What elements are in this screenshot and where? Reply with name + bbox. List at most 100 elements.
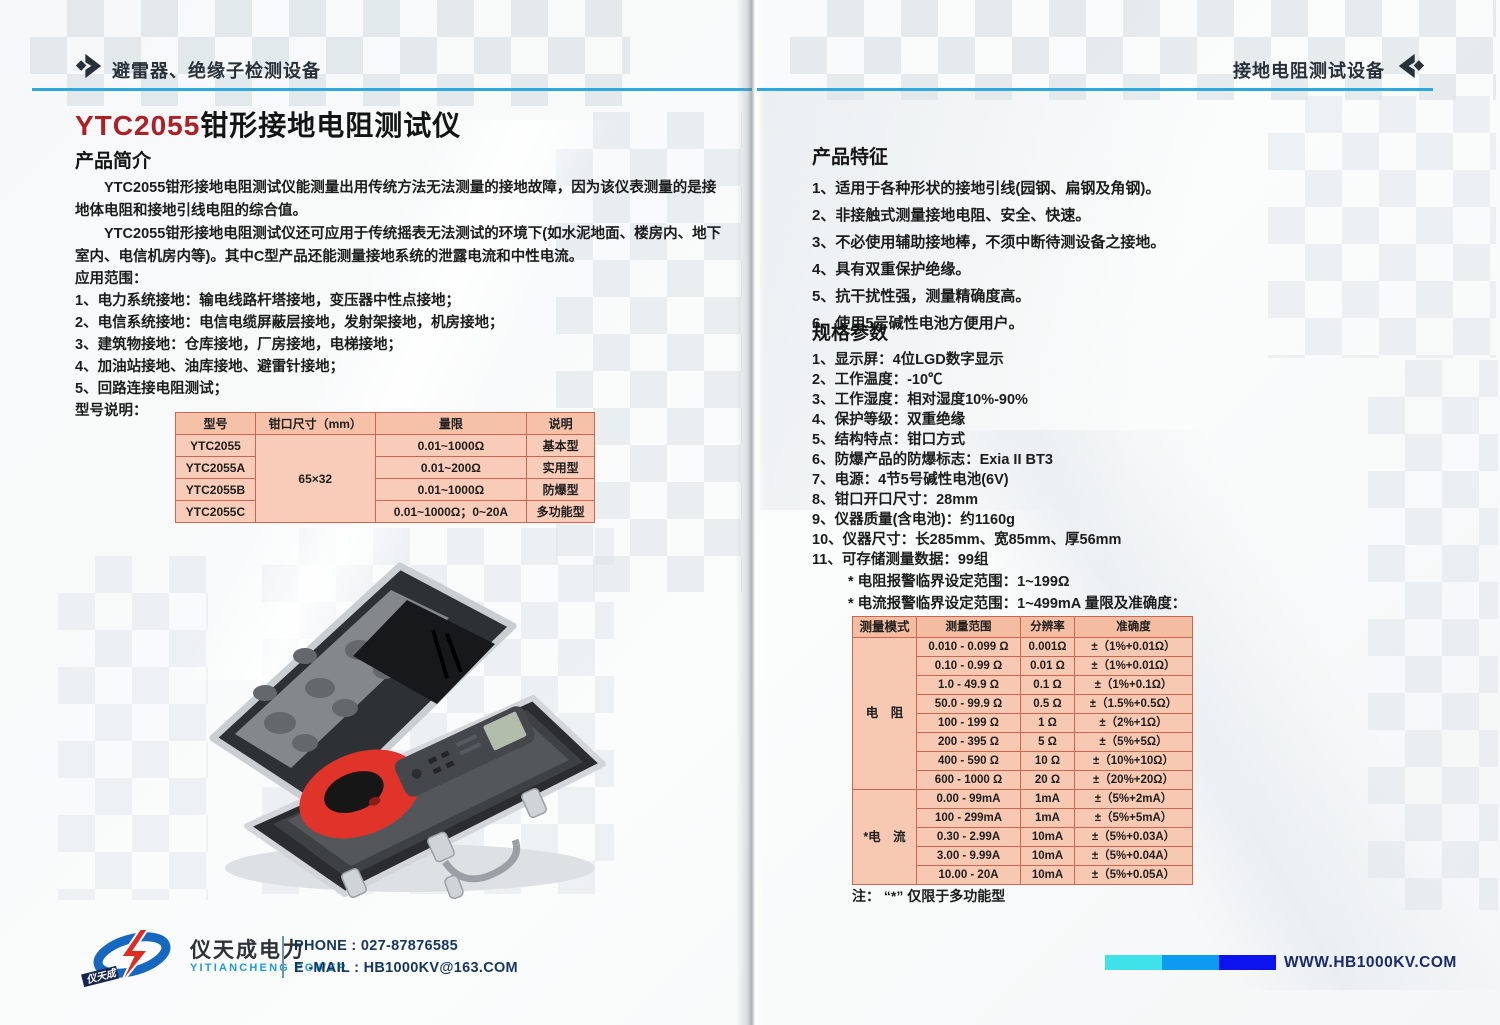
table-note: 注： “*” 仅限于多功能型 xyxy=(852,888,1006,904)
page-title: YTC2055钳形接地电阻测试仪 xyxy=(75,104,461,144)
cell-acc: ±（10%+10Ω） xyxy=(1074,751,1193,771)
cell-acc: ±（5%+5mA） xyxy=(1074,808,1193,828)
table-header-row: 测量模式 测量范围 分辨率 准确度 xyxy=(852,616,1193,638)
specs-list: 1、显示屏：4位LGD数字显示 2、工作温度：-10℃ 3、工作湿度：相对湿度1… xyxy=(812,350,1452,570)
mode-current: *电 流 xyxy=(852,789,917,885)
cell-acc: ±（1%+0.1Ω） xyxy=(1074,675,1193,695)
cell-res: 1mA xyxy=(1020,808,1075,828)
cell-range: 200 - 395 Ω xyxy=(916,732,1021,752)
scope-item: 4、加油站接地、油库接地、避雷针接地； xyxy=(75,359,345,375)
color-bar-cyan xyxy=(1105,955,1162,970)
spec-item: 7、电源：4节5号碱性电池(6V) xyxy=(812,472,1009,488)
cell-acc: ±（5%+2mA） xyxy=(1074,789,1193,809)
cell-range: 0.10 - 0.99 Ω xyxy=(916,656,1021,676)
cell-acc: ±（1.5%+0.5Ω） xyxy=(1074,694,1193,714)
cell-model: YTC2055C xyxy=(175,500,256,523)
table-row: 电 阻 0.010 - 0.099 Ω 0.001Ω ±（1%+0.01Ω） xyxy=(852,637,1193,790)
scope-item: 3、建筑物接地：仓库接地，厂房接地，电梯接地； xyxy=(75,337,403,353)
spec-item: 11、可存储测量数据：99组 xyxy=(812,552,989,568)
spec-item: 6、防爆产品的防爆标志：Exia II BT3 xyxy=(812,452,1053,468)
table-row: *电 流 0.00 - 99mA 1mA ±（5%+2mA） xyxy=(852,789,1193,885)
table-row: YTC2055A 0.01~200Ω 实用型 xyxy=(175,456,595,479)
cell-res: 0.1 Ω xyxy=(1020,675,1075,695)
spec-item: 8、钳口开口尺寸：28mm xyxy=(812,492,978,508)
col-header: 钳口尺寸（mm） xyxy=(254,412,376,435)
cell-note: 实用型 xyxy=(526,456,595,479)
spec-item: 2、工作温度：-10℃ xyxy=(812,372,943,388)
table-row: 50.0 - 99.9 Ω 0.5 Ω ±（1.5%+0.5Ω） xyxy=(853,694,1193,714)
col-header: 分辨率 xyxy=(1020,616,1075,638)
cell-res: 10mA xyxy=(1020,846,1075,866)
color-bar-blue xyxy=(1219,955,1276,970)
table-header-row: 型号 钳口尺寸（mm） 量限 说明 xyxy=(175,412,595,435)
color-bar-azure xyxy=(1162,955,1219,970)
table-row: YTC2055C 0.01~1000Ω；0~20A 多功能型 xyxy=(175,500,595,523)
table-row: YTC2055B 0.01~1000Ω 防爆型 xyxy=(175,478,595,501)
col-header: 测量范围 xyxy=(916,616,1021,638)
cell-acc: ±（5%+0.04A） xyxy=(1074,846,1193,866)
cell-range: 0.01~1000Ω xyxy=(374,434,528,457)
feature-item: 6、使用5号碱性电池方便用户。 xyxy=(812,315,1024,332)
mode-resistance: 电 阻 xyxy=(852,637,917,790)
checker-pattern xyxy=(58,556,208,900)
col-header: 准确度 xyxy=(1074,616,1193,638)
cell-note: 防爆型 xyxy=(526,478,595,501)
website-url: WWW.HB1000KV.COM xyxy=(1284,954,1457,971)
specs-heading: 规格参数 xyxy=(812,323,889,344)
cell-res: 10mA xyxy=(1020,865,1075,885)
cell-range: 600 - 1000 Ω xyxy=(916,770,1021,790)
table-row: 0.10 - 0.99 Ω 0.01 Ω ±（1%+0.01Ω） xyxy=(853,656,1193,676)
model-heading: 型号说明： xyxy=(75,403,148,419)
cell-acc: ±（1%+0.01Ω） xyxy=(1074,637,1193,657)
intro-paragraph: YTC2055钳形接地电阻测试仪能测量出用传统方法无法测量的接地故障，因为该仪表… xyxy=(75,180,717,219)
model-table: 型号 钳口尺寸（mm） 量限 说明 YTC2055 65×32 0.01~100… xyxy=(175,412,595,523)
cell-range: 0.01~1000Ω；0~20A xyxy=(374,500,528,523)
cell-acc: ±（1%+0.01Ω） xyxy=(1074,656,1193,676)
intro-paragraphs: YTC2055钳形接地电阻测试仪能测量出用传统方法无法测量的接地故障，因为该仪表… xyxy=(75,177,725,269)
cell-range: 50.0 - 99.9 Ω xyxy=(916,694,1021,714)
features-list: 1、适用于各种形状的接地引线(园钢、扁钢及角钢)。 2、非接触式测量接地电阻、安… xyxy=(812,175,1452,337)
cell-model: YTC2055A xyxy=(175,456,256,479)
right-section-label: 接地电阻测试设备 xyxy=(1233,61,1385,81)
cell-res: 5 Ω xyxy=(1020,732,1075,752)
scope-item: 5、回路连接电阻测试； xyxy=(75,381,229,397)
col-header: 测量模式 xyxy=(852,616,917,638)
cell-res: 0.001Ω xyxy=(1020,637,1075,657)
cell-acc: ±（5%+0.03A） xyxy=(1074,827,1193,847)
cell-res: 10 Ω xyxy=(1020,751,1075,771)
table-row: 600 - 1000 Ω 20 Ω ±（20%+20Ω） xyxy=(853,770,1193,790)
feature-item: 5、抗干扰性强，测量精确度高。 xyxy=(812,288,1031,305)
feature-item: 4、具有双重保护绝缘。 xyxy=(812,261,971,278)
intro-heading: 产品简介 xyxy=(75,151,152,172)
cell-range: 1.0 - 49.9 Ω xyxy=(916,675,1021,695)
feature-item: 3、不必使用辅助接地棒，不须中断待测设备之接地。 xyxy=(812,234,1166,251)
company-name-en: YITIANCHENG POWER xyxy=(190,962,348,974)
cell-acc: ±（2%+1Ω） xyxy=(1074,713,1193,733)
spec-item: 10、仪器尺寸：长285mm、宽85mm、厚56mm xyxy=(812,532,1122,548)
cell-range: 100 - 199 Ω xyxy=(916,713,1021,733)
cell-note: 多功能型 xyxy=(526,500,595,523)
spec-item: 9、仪器质量(含电池)：约1160g xyxy=(812,512,1016,528)
spec-item: 4、保护等级：双重绝缘 xyxy=(812,412,966,428)
cell-range: 10.00 - 20A xyxy=(916,865,1021,885)
header-rule-left xyxy=(32,88,752,91)
cell-range: 0.30 - 2.99A xyxy=(916,827,1021,847)
cell-res: 0.5 Ω xyxy=(1020,694,1075,714)
scope-item: 2、电信系统接地：电信电缆屏蔽层接地，发射架接地，机房接地； xyxy=(75,315,504,331)
cell-res: 1mA xyxy=(1020,789,1075,809)
cell-model: YTC2055B xyxy=(175,478,256,501)
title-model: YTC2055 xyxy=(75,110,201,141)
feature-item: 2、非接触式测量接地电阻、安全、快速。 xyxy=(812,207,1091,224)
cell-range: 100 - 299mA xyxy=(916,808,1021,828)
company-name-cn: 仪天成电力 xyxy=(190,939,305,962)
application-scope: 应用范围： 1、电力系统接地：输电线路杆塔接地，变压器中性点接地； 2、电信系统… xyxy=(75,268,735,422)
back-arrows-icon xyxy=(1396,52,1425,80)
scope-item: 1、电力系统接地：输电线路杆塔接地，变压器中性点接地； xyxy=(75,293,461,309)
cell-range: 0.00 - 99mA xyxy=(916,789,1021,809)
cell-res: 20 Ω xyxy=(1020,770,1075,790)
cell-range: 0.01~1000Ω xyxy=(374,478,528,501)
cell-res: 0.01 Ω xyxy=(1020,656,1075,676)
cell-model: YTC2055 xyxy=(175,434,256,457)
